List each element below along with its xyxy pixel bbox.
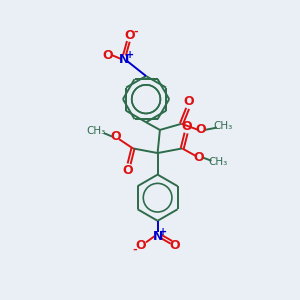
- Text: O: O: [124, 29, 135, 42]
- Text: CH₃: CH₃: [86, 127, 106, 136]
- Text: O: O: [195, 123, 206, 136]
- Text: O: O: [122, 164, 133, 177]
- Text: N: N: [152, 230, 163, 243]
- Text: O: O: [194, 151, 205, 164]
- Text: O: O: [182, 120, 192, 133]
- Text: O: O: [102, 49, 113, 62]
- Text: +: +: [159, 227, 167, 237]
- Text: -: -: [134, 27, 138, 37]
- Text: CH₃: CH₃: [209, 157, 228, 167]
- Text: N: N: [119, 52, 130, 66]
- Text: +: +: [126, 50, 134, 60]
- Text: -: -: [132, 245, 137, 255]
- Text: CH₃: CH₃: [213, 121, 233, 131]
- Text: O: O: [135, 239, 146, 252]
- Text: O: O: [183, 95, 194, 108]
- Text: O: O: [111, 130, 121, 143]
- Text: O: O: [169, 239, 180, 252]
